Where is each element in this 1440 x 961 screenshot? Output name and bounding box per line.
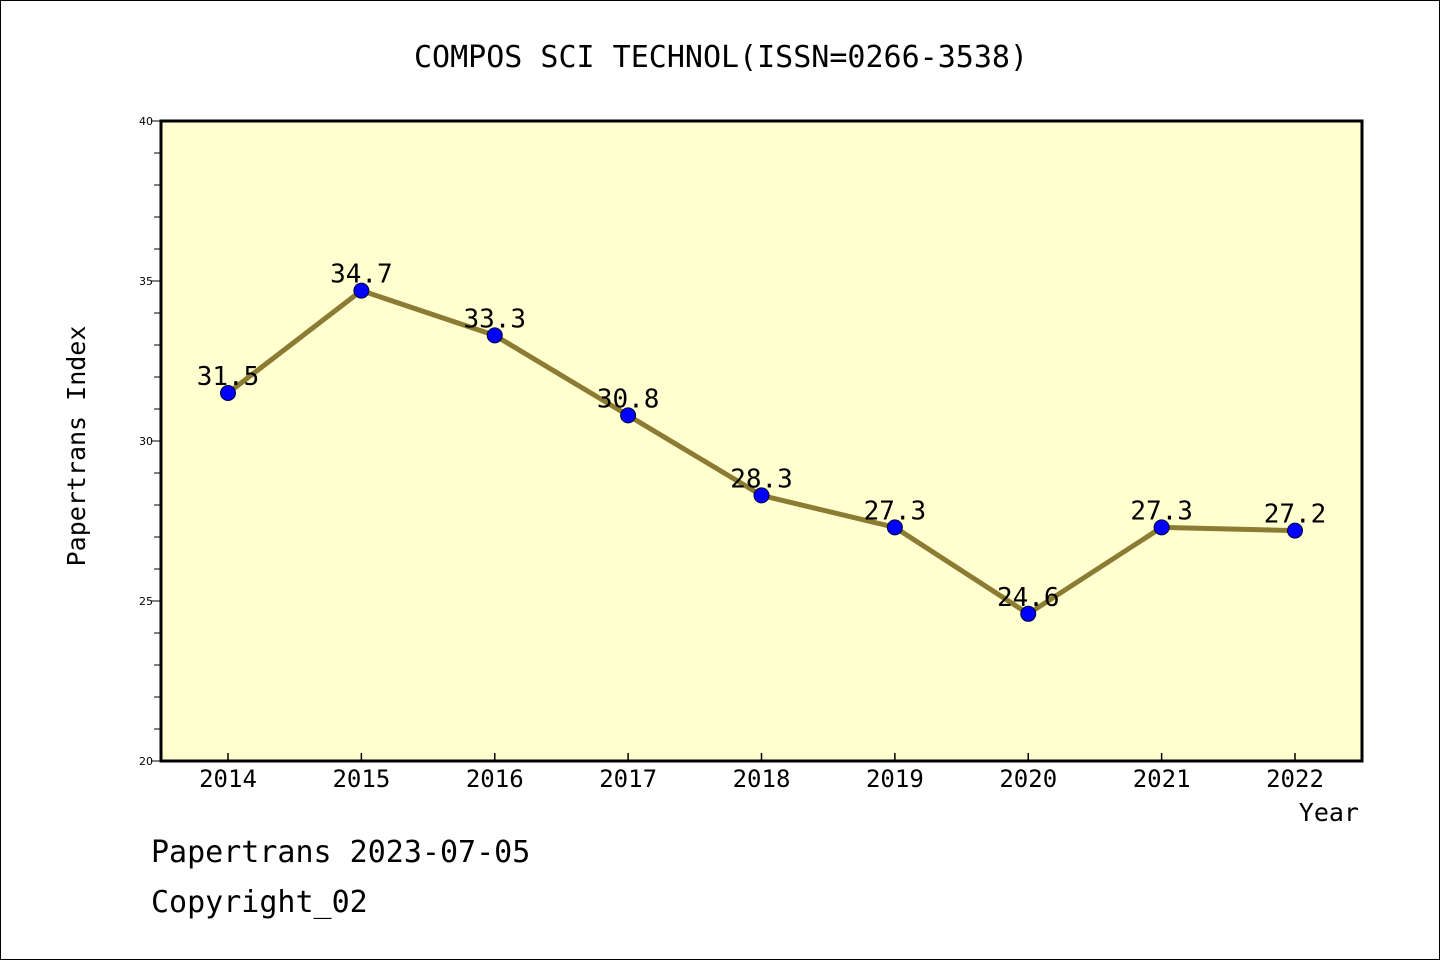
y-axis-label: Papertrans Index xyxy=(62,326,91,567)
plot-area xyxy=(159,119,1364,763)
x-axis: 2014 2015 2016 2017 2018 2019 2020 2021 2022 xyxy=(199,753,1324,793)
x-tick-label: 2015 xyxy=(332,765,390,793)
data-point xyxy=(620,407,637,424)
x-tick-label: 2014 xyxy=(199,765,257,793)
y-axis: 20 25 30 35 40 xyxy=(139,115,161,768)
y-tick-label: 30 xyxy=(139,435,153,448)
chart-title: COMPOS SCI TECHNOL(ISSN=0266-3538) xyxy=(414,40,1028,75)
data-point xyxy=(1153,519,1170,536)
data-point xyxy=(220,385,236,401)
data-markers xyxy=(220,282,1303,622)
x-tick-label: 2021 xyxy=(1133,765,1191,793)
data-label: 28.3 xyxy=(730,464,793,494)
y-tick-label: 25 xyxy=(139,595,153,608)
data-label: 24.6 xyxy=(997,583,1060,613)
x-tick-label: 2022 xyxy=(1266,765,1324,793)
y-tick-label: 40 xyxy=(139,115,153,128)
data-labels: 31.5 34.7 33.3 30.8 28.3 27.3 24.6 27.3 27.2 xyxy=(197,260,1327,613)
y-tick-label: 20 xyxy=(139,755,153,768)
data-label: 34.7 xyxy=(330,260,393,290)
data-point xyxy=(753,487,770,504)
data-point xyxy=(353,282,370,299)
data-label: 31.5 xyxy=(197,362,260,392)
x-tick-label: 2019 xyxy=(866,765,924,793)
footer-copyright: Copyright_02 xyxy=(151,885,368,920)
data-point xyxy=(1287,522,1303,539)
data-label: 33.3 xyxy=(463,304,526,334)
x-tick-label: 2017 xyxy=(599,765,657,793)
data-point xyxy=(886,519,903,536)
x-tick-label: 2016 xyxy=(466,765,524,793)
y-tick-label: 35 xyxy=(139,275,153,288)
data-point xyxy=(486,327,503,344)
data-label: 27.2 xyxy=(1264,500,1327,530)
footer-date: Papertrans 2023-07-05 xyxy=(151,835,531,870)
data-label: 27.3 xyxy=(1130,496,1193,526)
x-tick-label: 2020 xyxy=(999,765,1057,793)
x-tick-label: 2018 xyxy=(733,765,791,793)
data-label: 30.8 xyxy=(597,384,660,414)
data-label: 27.3 xyxy=(864,496,927,526)
x-axis-label: Year xyxy=(1299,798,1359,827)
data-point xyxy=(1020,605,1037,622)
